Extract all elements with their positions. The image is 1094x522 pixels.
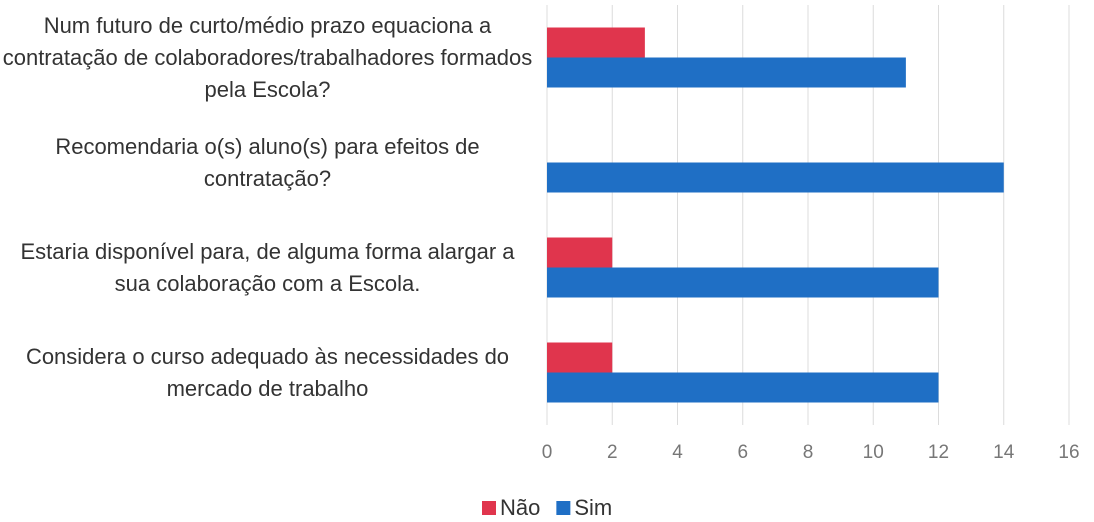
x-tick-label: 4	[672, 442, 683, 463]
bar	[547, 57, 906, 88]
bar	[547, 267, 939, 298]
category-label: Estaria disponível para, de alguma forma…	[20, 238, 515, 296]
bar	[547, 372, 939, 403]
x-tick-label: 2	[607, 442, 618, 463]
category-label: Considera o curso adequado às necessidad…	[25, 343, 510, 401]
x-tick-label: 16	[1058, 442, 1079, 463]
legend-label: Sim	[574, 495, 612, 520]
bar	[547, 237, 613, 268]
x-tick-label: 14	[993, 442, 1015, 463]
x-tick-label: 12	[928, 442, 949, 463]
x-tick-label: 8	[803, 442, 814, 463]
x-tick-label: 6	[737, 442, 748, 463]
legend-label: Não	[500, 495, 540, 520]
legend-swatch	[482, 501, 496, 515]
legend-swatch	[556, 501, 571, 515]
bar	[547, 27, 645, 58]
category-label: Num futuro de curto/médio prazo equacion…	[2, 12, 533, 102]
bar	[547, 162, 1004, 193]
x-tick-label: 0	[542, 442, 553, 463]
category-label: Recomendaria o(s) aluno(s) para efeitos …	[55, 133, 480, 191]
x-tick-label: 10	[863, 442, 884, 463]
bar	[547, 342, 613, 373]
